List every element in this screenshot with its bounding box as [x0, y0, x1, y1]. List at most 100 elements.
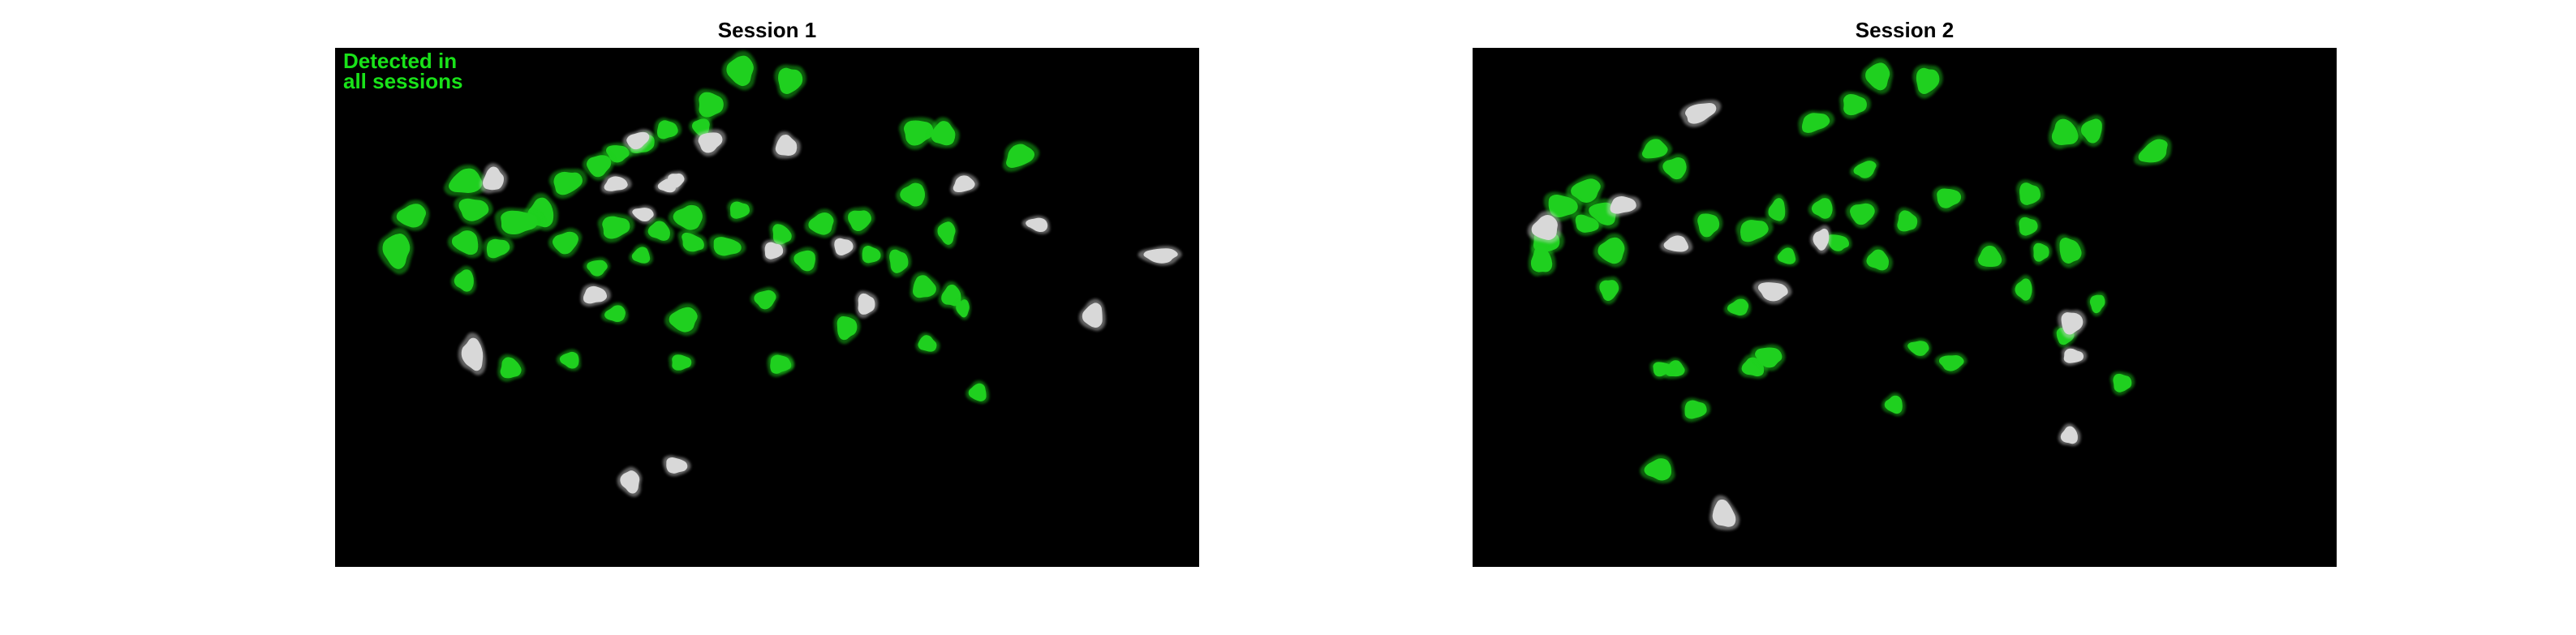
shared-cell [722, 50, 757, 91]
shared-cell [1572, 212, 1603, 236]
shared-cell [695, 88, 729, 122]
unique-cell [1709, 495, 1740, 530]
shared-cell [709, 234, 746, 260]
shared-cell [2087, 291, 2107, 316]
unique-cell [628, 205, 656, 224]
unique-cell [1660, 233, 1693, 254]
shared-cell [1593, 233, 1628, 268]
shared-cell [1750, 344, 1786, 371]
unique-cell [580, 284, 611, 307]
session-1-image: Detected in all sessions [335, 48, 1199, 567]
shared-cell [447, 226, 483, 259]
unique-cell [1527, 211, 1562, 243]
shared-cell [668, 201, 706, 234]
shared-cell [833, 313, 861, 345]
shared-cell [392, 200, 430, 231]
shared-cell [2016, 179, 2045, 209]
shared-cell [583, 257, 610, 279]
unique-cell [1679, 99, 1722, 127]
unique-cell [831, 236, 857, 259]
unique-cell [1021, 215, 1050, 234]
shared-cell [886, 247, 912, 277]
unique-cell [601, 174, 632, 194]
shared-cell [1528, 242, 1556, 277]
shared-cell [2077, 114, 2105, 147]
unique-cell [2058, 423, 2081, 446]
unique-cell [2058, 310, 2087, 339]
shared-cell [804, 208, 837, 238]
shared-cell [1798, 110, 1835, 137]
unique-cell [2062, 346, 2088, 366]
session-2-title: Session 2 [1855, 18, 1955, 42]
shared-cell [1681, 397, 1711, 423]
shared-cell [483, 237, 514, 262]
shared-cell [1649, 360, 1675, 380]
session-1-panel: Session 1 Detected in all sessions [335, 0, 1199, 635]
session-1-title: Session 1 [717, 18, 817, 42]
shared-cell [2031, 241, 2052, 265]
shared-cell [1638, 136, 1672, 162]
shared-cell [1863, 246, 1893, 273]
shared-cell [1903, 338, 1932, 358]
session-2-image [1473, 48, 2337, 567]
shared-cell [2109, 371, 2135, 396]
shared-cell [1693, 210, 1723, 242]
shared-cell [1846, 200, 1878, 229]
shared-cell [1596, 277, 1622, 305]
unique-cell [458, 333, 487, 375]
session-1-cell-map [378, 50, 1182, 497]
shared-cell [1723, 296, 1752, 318]
shared-cell [450, 265, 476, 295]
legend-line-2: all sessions [343, 69, 463, 93]
shared-cell [1912, 64, 1943, 99]
shared-cell [1765, 194, 1788, 224]
session-2-panel: Session 2 [1473, 0, 2337, 635]
unique-cell [762, 239, 786, 263]
shared-cell [965, 380, 990, 404]
shared-cell [444, 165, 488, 196]
shared-cell [727, 199, 754, 222]
shared-cell [597, 213, 634, 243]
shared-cell [1935, 352, 1967, 374]
shared-cell [378, 227, 414, 275]
shared-cell [1002, 140, 1039, 172]
shared-cell [1640, 454, 1675, 483]
shared-cell [454, 195, 493, 225]
shared-cell [1839, 91, 1871, 119]
shared-cell [2016, 214, 2041, 239]
shared-cell [669, 352, 695, 374]
shared-cell [953, 296, 971, 320]
shared-cell [677, 230, 707, 255]
shared-cell [548, 228, 583, 258]
shared-cell [2012, 274, 2035, 304]
unique-cell [617, 466, 642, 497]
shared-cell [2056, 234, 2085, 268]
shared-cell [767, 352, 794, 377]
unique-cell [950, 173, 979, 195]
shared-cell [774, 64, 806, 99]
shared-cell [654, 118, 682, 143]
unique-cell [1606, 194, 1641, 217]
shared-cell [583, 151, 615, 181]
shared-cell [1543, 191, 1583, 221]
unique-cell [1752, 280, 1792, 305]
shared-cell [859, 243, 884, 266]
shared-cell [844, 207, 875, 235]
unique-cell [1810, 225, 1831, 254]
unique-cell [855, 290, 879, 319]
shared-cell [2134, 135, 2172, 166]
shared-cells-legend: Detected in all sessions [343, 50, 463, 93]
shared-cell [557, 349, 581, 371]
shared-cell [497, 354, 525, 382]
unique-cell [772, 131, 801, 159]
unique-cell [1078, 298, 1106, 331]
shared-cell [1658, 153, 1689, 183]
shared-cell [935, 217, 958, 248]
shared-cell [896, 178, 928, 210]
unique-cell [480, 163, 508, 194]
shared-cell [899, 117, 939, 150]
shared-cell [1850, 157, 1879, 181]
shared-cell [1735, 217, 1774, 246]
shared-cell [629, 244, 653, 266]
shared-cell [1894, 207, 1921, 235]
